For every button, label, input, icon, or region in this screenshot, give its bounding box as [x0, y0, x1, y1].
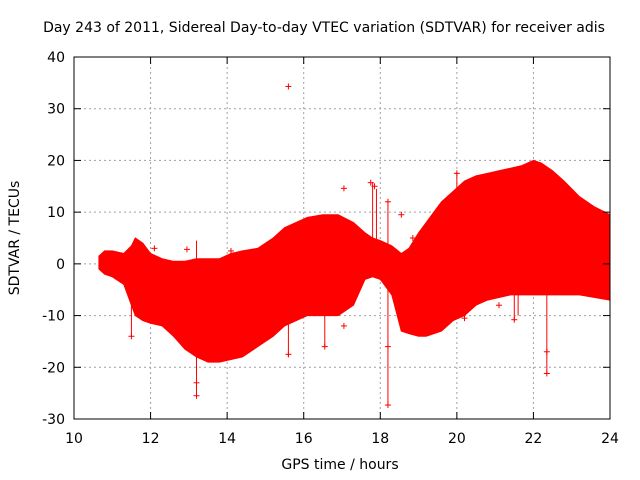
data-point [543, 348, 550, 355]
y-tick-label: -30 [42, 412, 65, 428]
data-point [321, 343, 328, 350]
data-point [495, 302, 502, 309]
data-point [193, 392, 200, 399]
x-axis-label: GPS time / hours [281, 457, 398, 473]
data-point [384, 198, 391, 205]
x-tick-label: 10 [65, 431, 83, 447]
data-band [98, 159, 611, 363]
data-point [461, 315, 468, 322]
data-point [227, 247, 234, 254]
data-point [398, 211, 405, 218]
data-point [409, 235, 416, 241]
y-tick-label: 20 [47, 153, 65, 169]
data-point [367, 179, 374, 186]
data-point [511, 316, 518, 323]
data-point [193, 379, 200, 386]
data-point [340, 185, 347, 192]
data-point [384, 343, 391, 350]
data-layer [98, 83, 611, 409]
data-point [183, 246, 190, 253]
x-tick-label: 18 [371, 431, 389, 447]
data-point [277, 232, 284, 239]
y-axis-label: SDTVAR / TECUs [7, 181, 23, 296]
data-point [384, 402, 391, 409]
data-point [371, 183, 378, 190]
data-point [323, 291, 330, 298]
data-point [151, 245, 158, 252]
data-point [543, 370, 550, 377]
x-tick-label: 12 [142, 431, 160, 447]
x-tick-label: 22 [525, 431, 543, 447]
data-point [564, 245, 571, 252]
x-tick-label: 14 [218, 431, 236, 447]
data-point [285, 351, 292, 358]
data-point [453, 170, 460, 177]
axis-ticks: 10 12 14 16 18 20 22 24 -30 -20 -10 0 10 20 30 40 [42, 50, 619, 447]
data-point [603, 255, 610, 262]
y-tick-label: 40 [47, 50, 65, 66]
data-point [128, 333, 135, 340]
y-tick-label: -20 [42, 360, 65, 376]
y-tick-label: 10 [47, 205, 65, 221]
plot-frame [73, 56, 611, 420]
x-tick-label: 20 [448, 431, 466, 447]
chart-title: Day 243 of 2011, Sidereal Day-to-day VTE… [43, 20, 605, 36]
x-tick-label: 16 [295, 431, 313, 447]
y-tick-label: -10 [42, 309, 65, 325]
y-tick-label: 30 [47, 102, 65, 118]
data-point [340, 322, 347, 329]
x-tick-label: 24 [601, 431, 619, 447]
data-point [285, 83, 292, 90]
y-tick-label: 0 [56, 257, 65, 273]
